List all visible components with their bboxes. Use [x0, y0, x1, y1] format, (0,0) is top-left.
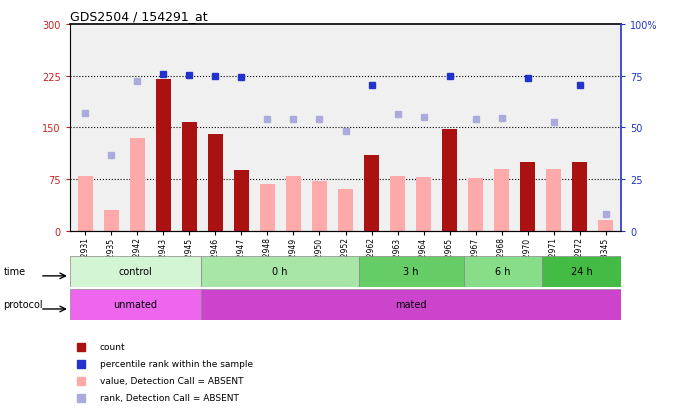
Bar [201, 289, 621, 320]
Bar [417, 178, 431, 231]
Bar [339, 190, 352, 231]
Text: unmated: unmated [114, 299, 158, 310]
Text: mated: mated [395, 299, 427, 310]
Bar [364, 156, 379, 231]
Bar [547, 169, 560, 231]
Text: percentile rank within the sample: percentile rank within the sample [100, 359, 253, 368]
Bar [78, 176, 93, 231]
Text: rank, Detection Call = ABSENT: rank, Detection Call = ABSENT [100, 393, 239, 402]
Bar [182, 123, 197, 231]
Bar [542, 256, 621, 287]
Bar [208, 135, 223, 231]
Bar [359, 256, 463, 287]
Bar [468, 178, 483, 231]
Text: GDS2504 / 154291_at: GDS2504 / 154291_at [70, 10, 207, 23]
Bar [156, 80, 170, 231]
Text: count: count [100, 342, 126, 351]
Bar [390, 176, 405, 231]
Bar [286, 176, 301, 231]
Text: protocol: protocol [3, 299, 43, 310]
Bar [235, 171, 248, 231]
Text: time: time [3, 266, 26, 277]
Bar [572, 162, 587, 231]
Text: value, Detection Call = ABSENT: value, Detection Call = ABSENT [100, 376, 244, 385]
Bar [201, 256, 359, 287]
Bar [70, 256, 201, 287]
Text: 6 h: 6 h [496, 266, 511, 277]
Bar [521, 162, 535, 231]
Bar [312, 182, 327, 231]
Text: 0 h: 0 h [272, 266, 288, 277]
Text: 24 h: 24 h [571, 266, 593, 277]
Bar [70, 289, 201, 320]
Bar [463, 256, 542, 287]
Bar [494, 169, 509, 231]
Bar [598, 221, 613, 231]
Bar [260, 185, 274, 231]
Bar [104, 211, 119, 231]
Text: control: control [119, 266, 152, 277]
Bar [443, 129, 456, 231]
Bar [131, 138, 144, 231]
Text: 3 h: 3 h [403, 266, 419, 277]
